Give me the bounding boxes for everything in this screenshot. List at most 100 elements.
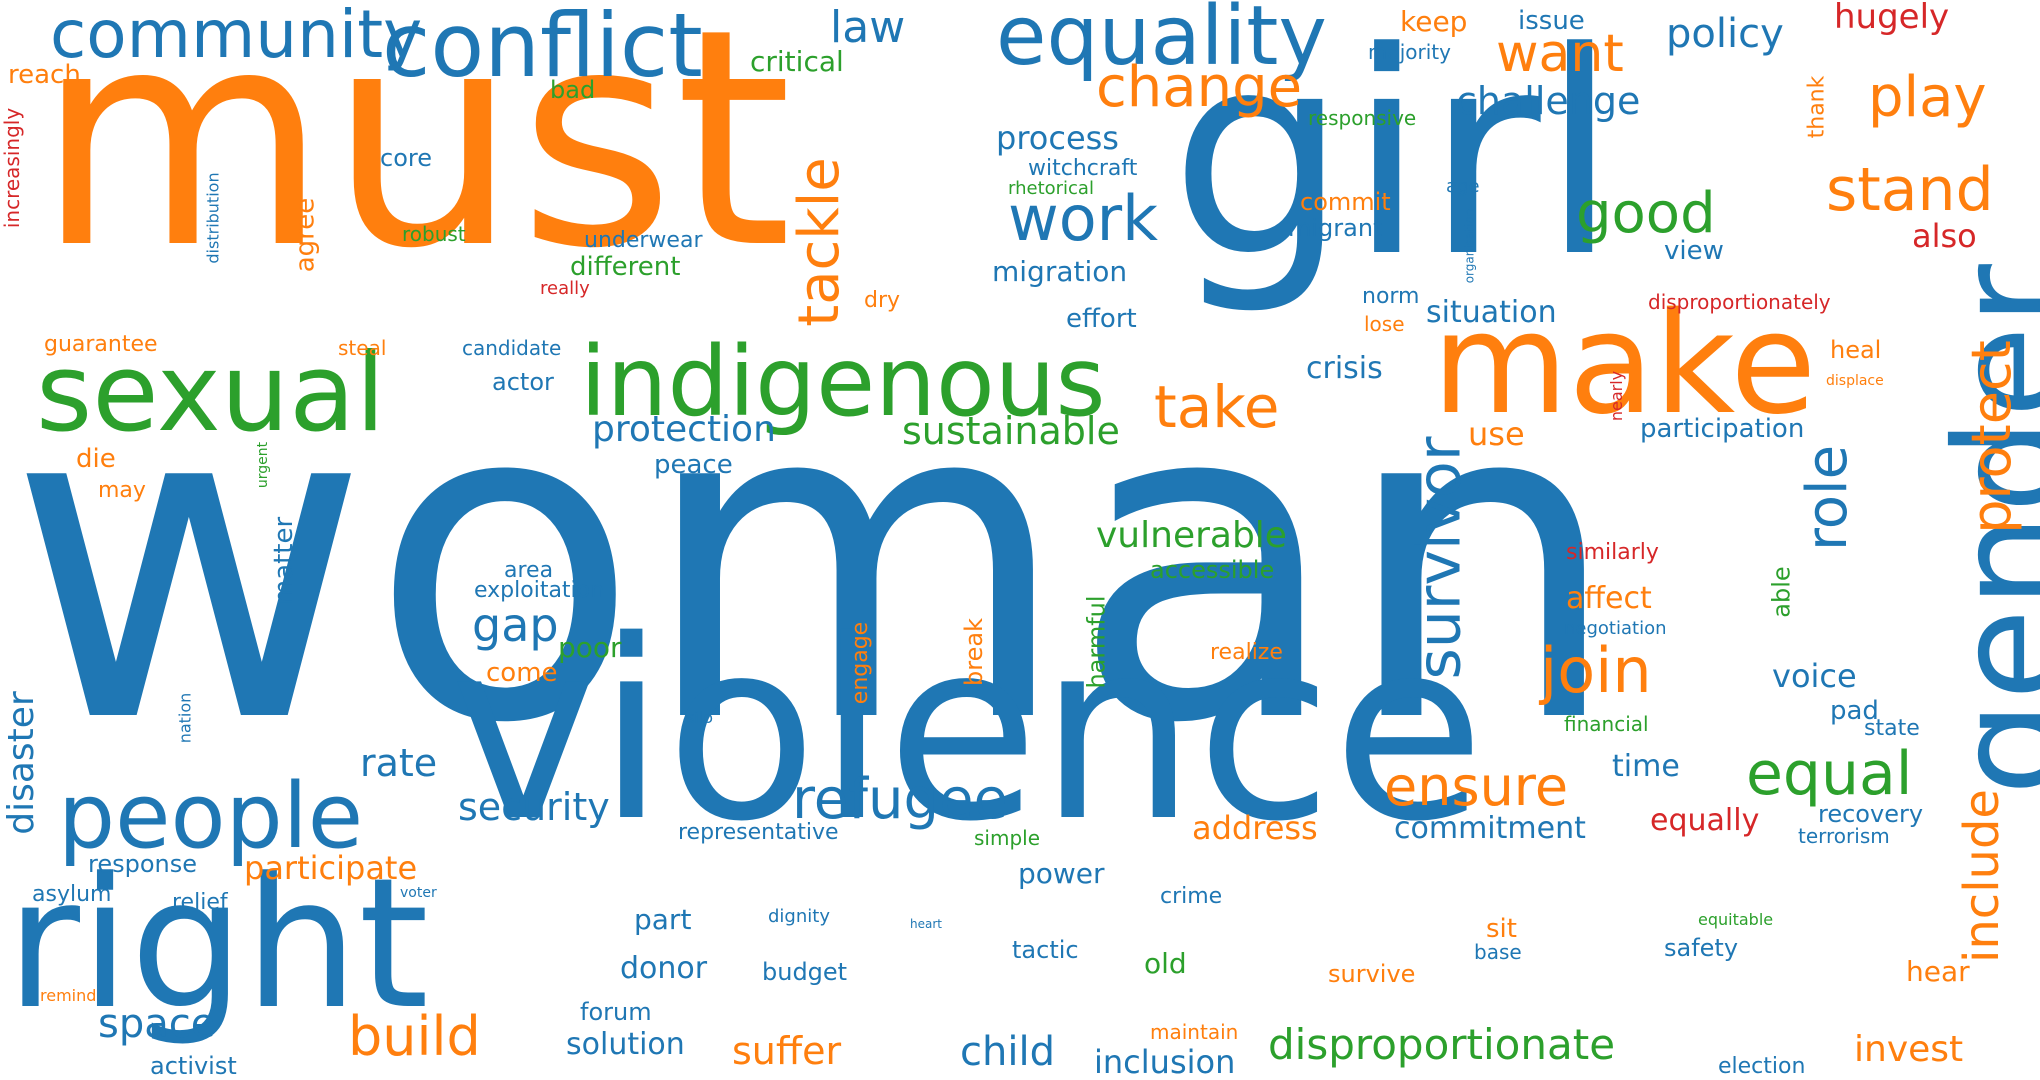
word-candidate: candidate (462, 336, 562, 360)
word-equally: equally (1650, 803, 1760, 838)
word-security: security (458, 785, 610, 829)
word-role: role (1795, 444, 1861, 552)
word-violence: violence (450, 588, 1485, 876)
word-survivor: survivor (1404, 436, 1475, 680)
word-inclusion: inclusion (1094, 1043, 1236, 1080)
word-recovery: recovery (1818, 800, 1924, 828)
word-affect: affect (1566, 581, 1652, 616)
word-silo: silo (686, 708, 714, 727)
word-make: make (1432, 283, 1817, 446)
word-also: also (1912, 217, 1977, 255)
word-child: child (960, 1029, 1055, 1075)
word-state: state (1864, 716, 1920, 741)
word-heart: heart (910, 917, 942, 931)
word-time: time (1612, 749, 1680, 784)
word-voice: voice (1772, 657, 1857, 695)
word-nation: nation (175, 692, 195, 744)
word-nearly: nearly (1607, 370, 1627, 422)
word-participation: participation (1640, 414, 1805, 444)
word-displace: displace (1826, 373, 1884, 389)
word-sexual: sexual (36, 331, 386, 456)
word-lose: lose (1364, 312, 1405, 336)
word-equitable: equitable (1698, 910, 1774, 929)
word-come: come (486, 658, 558, 688)
word-financial: financial (1564, 712, 1649, 736)
word-able: able (1767, 566, 1796, 618)
word-activist: activist (150, 1052, 237, 1080)
word-tactic: tactic (1012, 936, 1079, 964)
word-agree: agree (290, 197, 321, 273)
word-matter: matter (269, 516, 300, 606)
word-forum: forum (580, 998, 652, 1026)
word-underwear: underwear (584, 228, 703, 253)
word-survive: survive (1328, 960, 1416, 988)
word-woman: woman (8, 306, 1622, 820)
word-refugee: refugee (792, 767, 1008, 832)
word-maintain: maintain (1150, 1020, 1239, 1044)
word-accessible: accessible (1150, 556, 1275, 584)
word-voter: voter (400, 885, 437, 901)
word-address: address (1192, 809, 1318, 847)
word-policy: policy (1666, 11, 1784, 57)
word-conflict: conflict (382, 0, 703, 97)
word-disproportionately: disproportionately (1648, 290, 1831, 314)
word-poor: poor (558, 631, 622, 664)
word-different: different (570, 252, 681, 282)
word-hear: hear (1906, 955, 1970, 988)
word-situation: situation (1426, 295, 1557, 330)
word-tackle: tackle (786, 157, 852, 327)
word-part: part (634, 903, 692, 936)
word-peace: peace (654, 450, 733, 480)
word-migrant: migrant (1288, 214, 1383, 242)
word-play: play (1868, 65, 1987, 130)
word-join: join (1540, 634, 1652, 707)
word-build: build (348, 1005, 481, 1068)
word-core: core (380, 144, 432, 172)
word-donor: donor (620, 951, 708, 986)
word-effort: effort (1066, 304, 1137, 334)
word-indigenous: indigenous (580, 326, 1106, 438)
word-bad: bad (550, 76, 596, 104)
word-law: law (830, 2, 906, 53)
word-right: right (6, 840, 429, 1049)
word-vulnerable: vulnerable (1096, 515, 1287, 556)
word-norm: norm (1362, 284, 1420, 309)
word-crisis: crisis (1306, 351, 1383, 386)
word-exploitation: exploitation (474, 578, 605, 603)
word-ensure: ensure (1384, 755, 1569, 818)
word-break: break (959, 618, 988, 686)
word-use: use (1468, 415, 1525, 453)
word-harmful: harmful (1082, 595, 1111, 689)
word-actor: actor (492, 368, 554, 396)
word-old: old (1144, 947, 1187, 980)
word-responsive: responsive (1308, 106, 1417, 130)
word-die: die (76, 444, 116, 474)
word-crime: crime (1160, 884, 1223, 909)
word-response: response (88, 850, 198, 878)
word-simple: simple (974, 826, 1041, 850)
word-engage: engage (848, 621, 874, 705)
word-age: age (1446, 176, 1480, 197)
word-view: view (1664, 236, 1724, 266)
word-equal: equal (1746, 739, 1913, 809)
word-dignity: dignity (768, 906, 830, 927)
word-include: include (1953, 789, 2010, 963)
word-representative: representative (678, 820, 839, 845)
word-rhetorical: rhetorical (1008, 178, 1094, 199)
word-change: change (1096, 55, 1303, 120)
word-hugely: hugely (1834, 0, 1950, 37)
word-girl: girl (1170, 0, 1619, 319)
word-terrorism: terrorism (1798, 824, 1890, 848)
word-realize: realize (1210, 640, 1283, 665)
word-negotiation: negotiation (1564, 618, 1667, 639)
word-robust: robust (402, 222, 466, 246)
word-commit: commit (1300, 188, 1391, 216)
word-reach: reach (8, 60, 81, 90)
word-steal: steal (338, 336, 387, 360)
word-guarantee: guarantee (44, 332, 158, 357)
word-gap: gap (472, 598, 559, 652)
word-invest: invest (1854, 1029, 1964, 1070)
word-want: want (1496, 24, 1624, 84)
word-stand: stand (1826, 155, 1994, 225)
word-disproportionate: disproportionate (1268, 1020, 1616, 1069)
